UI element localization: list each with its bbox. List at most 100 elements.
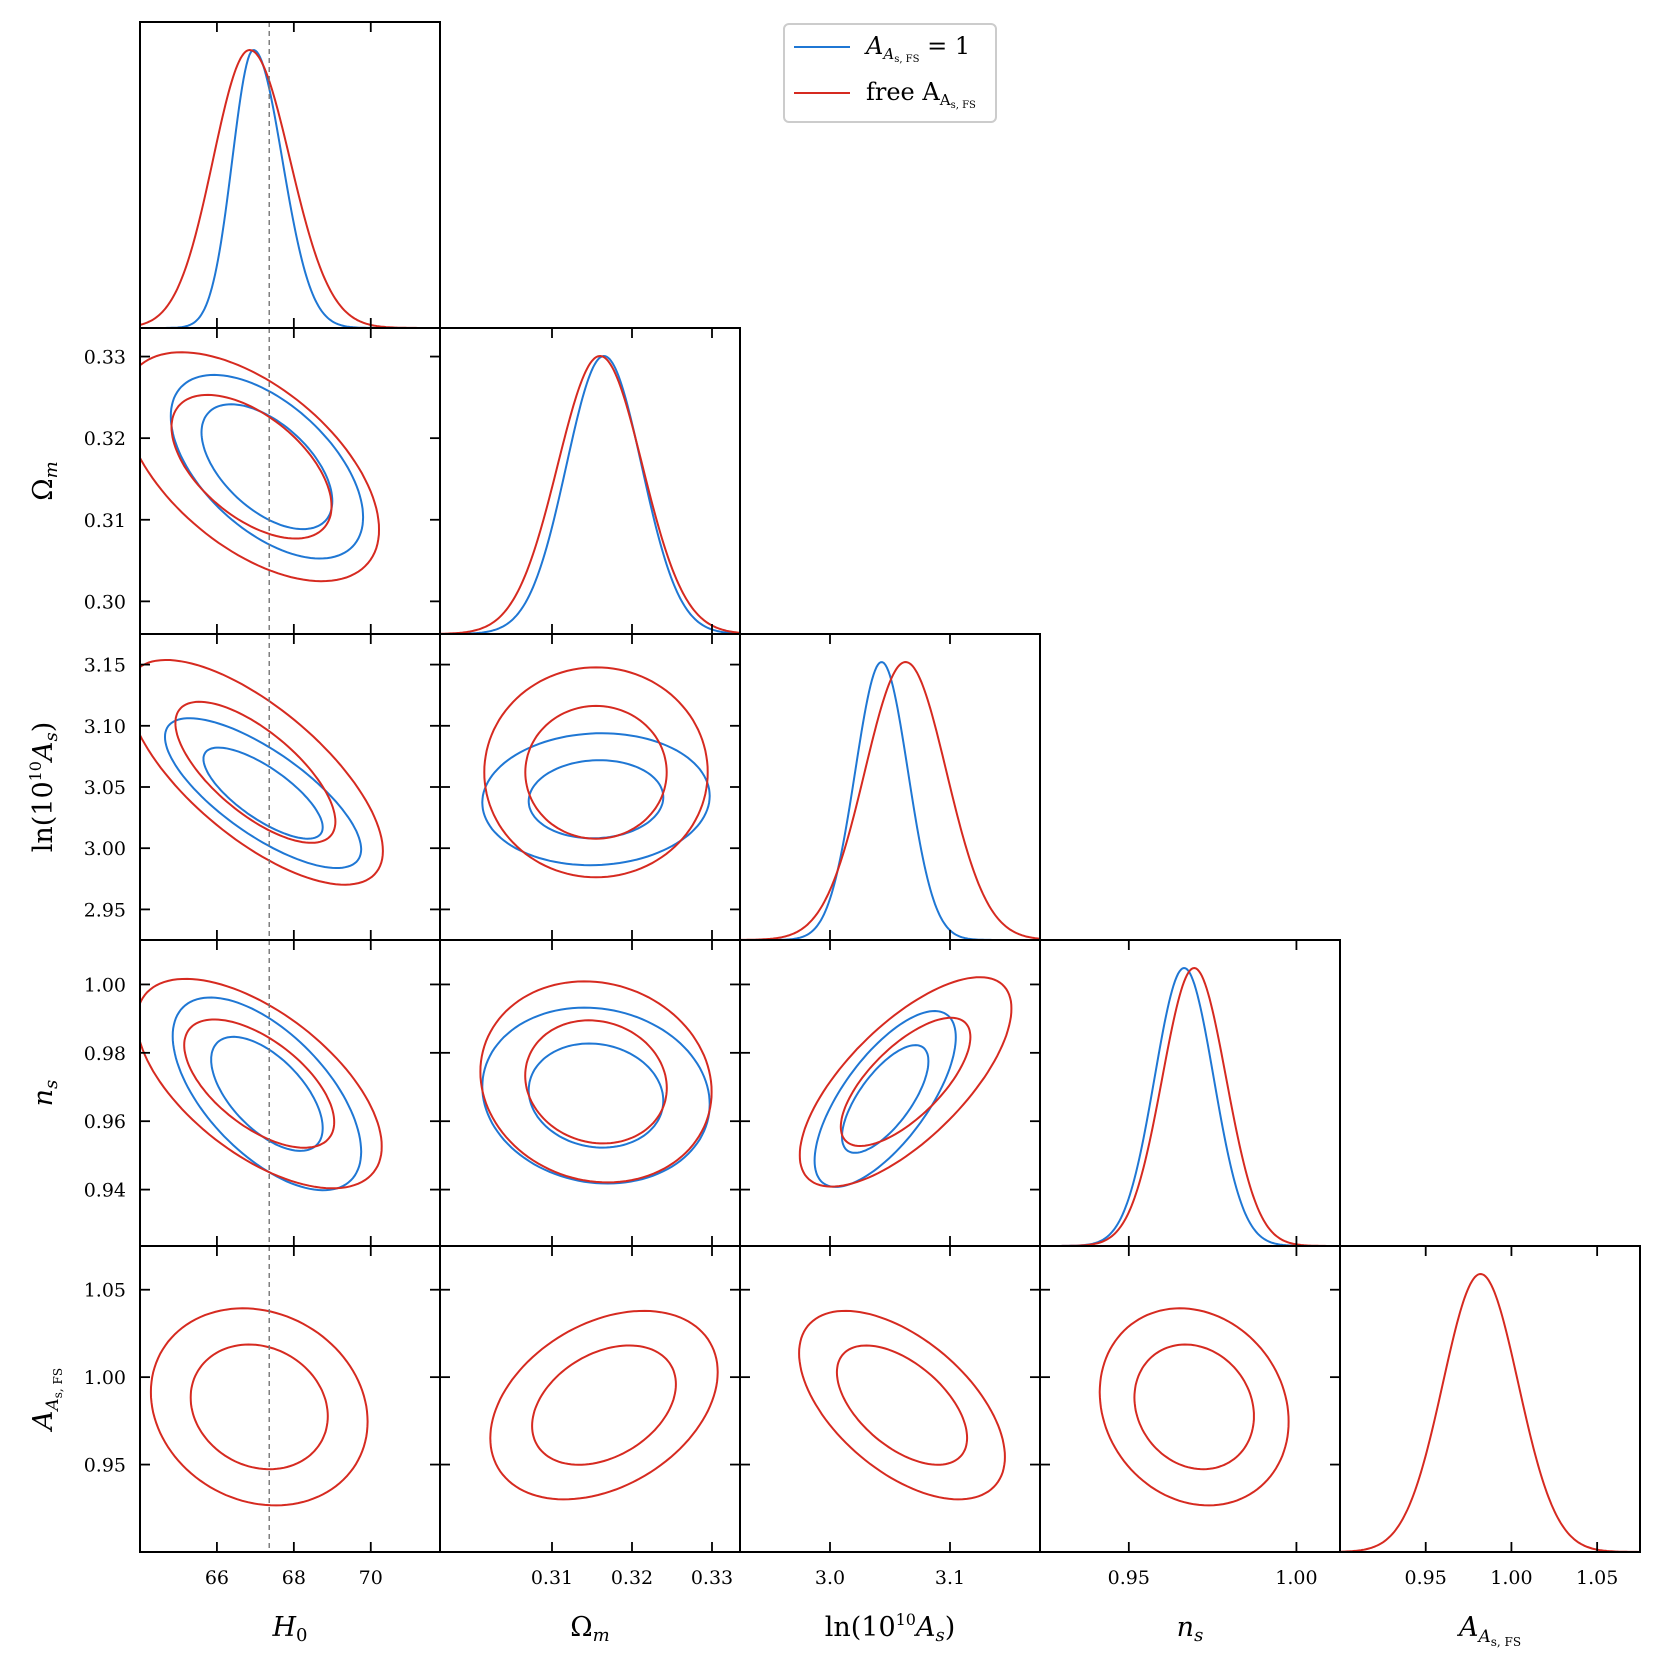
label-part: H <box>272 1612 297 1643</box>
y-tick-label: 1.00 <box>84 1367 126 1389</box>
y-tick-label: 0.31 <box>84 510 126 532</box>
label-part: ln(10 <box>825 1612 896 1643</box>
marginal-panel-3 <box>1040 966 1340 1246</box>
label-part: A <box>28 1411 59 1434</box>
label-part: A <box>921 78 940 106</box>
x-axis-label-ns: ns <box>1177 1612 1204 1646</box>
y-axis-label-a-as-fs: AAs, FS <box>28 1368 65 1433</box>
legend-label-fixed: AAs, FS = 1 <box>864 32 970 65</box>
x-tick-label: 3.1 <box>935 1567 965 1589</box>
label-part: s <box>41 1080 62 1089</box>
x-axis-label-a-as-fs: AAs, FS <box>1456 1612 1521 1649</box>
label-part: ) <box>28 722 59 733</box>
label-part: A <box>28 742 59 765</box>
marginal-curve <box>740 661 1040 940</box>
contour-95 <box>163 717 363 869</box>
marginal-curve <box>440 354 740 634</box>
panel-frame <box>1339 1245 1641 1553</box>
marginal-panel-4 <box>1340 1272 1640 1552</box>
contour-95 <box>813 1009 957 1188</box>
y-axis-label-omega-m: Ωm <box>28 461 62 500</box>
contour-68 <box>524 1019 668 1145</box>
contour-68 <box>835 1344 969 1466</box>
contour-68 <box>527 1042 665 1149</box>
marginal-curve <box>1340 1272 1640 1552</box>
contour-95 <box>489 1309 719 1501</box>
label-part: A <box>1456 1612 1479 1643</box>
x-axis-label-h0: H0 <box>272 1612 308 1646</box>
panel-frame <box>1039 1245 1341 1553</box>
label-part: m <box>593 1625 610 1646</box>
label-part: s, FS <box>51 1368 65 1398</box>
contour-95 <box>140 977 383 1190</box>
label-part: A <box>43 1398 63 1412</box>
marginal-curve <box>740 660 1040 940</box>
contour-panel-1-4 <box>489 1309 719 1501</box>
contour-68 <box>527 759 665 840</box>
y-tick-label: 0.96 <box>84 1111 126 1133</box>
label-part: A <box>939 91 951 109</box>
x-tick-label: 0.33 <box>691 1567 733 1589</box>
y-tick-label: 0.33 <box>84 347 126 369</box>
marginal-curve <box>1040 966 1340 1246</box>
contour-68 <box>210 1035 324 1152</box>
label-part: s <box>935 1625 944 1646</box>
y-tick-label: 1.05 <box>84 1280 126 1302</box>
y-tick-label: 0.94 <box>84 1180 126 1202</box>
panel-frame <box>439 1245 741 1553</box>
y-tick-label: 3.00 <box>84 838 126 860</box>
x-axis-label-omega-m: Ωm <box>570 1612 609 1646</box>
contour-panel-0-2 <box>140 659 384 886</box>
contour-95 <box>479 980 713 1184</box>
contour-panel-0-1 <box>140 351 381 583</box>
y-tick-label: 3.05 <box>84 777 126 799</box>
label-part: s, FS <box>951 100 976 111</box>
label-part: s, FS <box>894 54 919 65</box>
contour-68 <box>174 700 337 844</box>
label-part: A <box>1476 1627 1490 1647</box>
contour-panel-2-3 <box>798 976 1013 1188</box>
contour-68 <box>1133 1343 1255 1471</box>
y-tick-label: 0.30 <box>84 591 126 613</box>
label-part: m <box>41 461 62 478</box>
label-part: s <box>41 732 62 741</box>
panel-frame <box>139 1245 441 1553</box>
x-axis-label-ln-as: ln(1010As) <box>825 1610 956 1646</box>
contour-68 <box>202 746 324 840</box>
label-part: 10 <box>26 761 45 781</box>
marginal-curve <box>140 48 440 328</box>
x-tick-label: 1.05 <box>1576 1567 1618 1589</box>
contour-95 <box>1098 1307 1290 1507</box>
label-part: s <box>1194 1625 1203 1646</box>
x-tick-label: 0.31 <box>531 1567 573 1589</box>
y-tick-label: 2.95 <box>84 899 126 921</box>
contour-68 <box>170 393 333 540</box>
contour-95 <box>140 351 381 583</box>
label-part: 0 <box>296 1625 307 1646</box>
y-axis-label-ln-as: ln(1010As) <box>26 722 62 853</box>
marginal-panel-2 <box>740 660 1040 940</box>
marginal-curve <box>140 48 440 328</box>
contour-95 <box>798 1309 1006 1501</box>
marginal-curve <box>1040 966 1340 1246</box>
label-part: 10 <box>896 1610 916 1629</box>
panel-frame <box>139 633 441 941</box>
x-tick-label: 0.95 <box>1405 1567 1447 1589</box>
contour-68 <box>839 1016 972 1148</box>
panel-frame <box>739 1245 1041 1553</box>
contour-68 <box>200 403 334 531</box>
x-tick-label: 1.00 <box>1490 1567 1532 1589</box>
label-part: ) <box>945 1612 956 1643</box>
contour-95 <box>140 659 384 886</box>
marginal-curve <box>440 354 740 634</box>
legend: AAs, FS = 1 free AAs, FS <box>783 23 997 123</box>
label-part: free <box>866 78 922 106</box>
x-tick-label: 1.00 <box>1275 1567 1317 1589</box>
label-part: ln(10 <box>28 781 59 852</box>
panel-frame <box>139 939 441 1247</box>
x-tick-label: 66 <box>205 1567 229 1589</box>
contour-68 <box>189 1343 329 1471</box>
contour-95 <box>149 1307 369 1507</box>
panel-frame <box>739 939 1041 1247</box>
